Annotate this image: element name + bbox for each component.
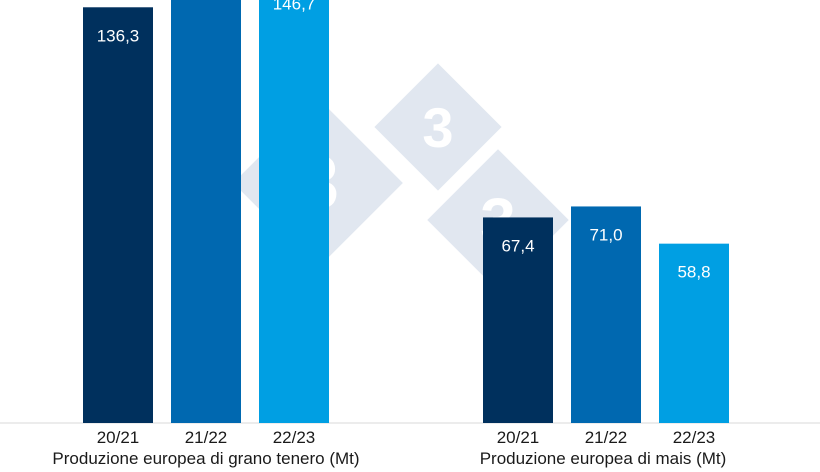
- x-tick-label: 22/23: [273, 428, 316, 447]
- bar: [483, 217, 553, 423]
- bar: [571, 206, 641, 423]
- group-label: Produzione europea di mais (Mt): [480, 449, 727, 468]
- bar-value-label: 67,4: [501, 236, 534, 255]
- x-tick-label: 21/22: [185, 428, 228, 447]
- x-tick-label: 20/21: [497, 428, 540, 447]
- bars: [83, 0, 729, 424]
- group-labels: Produzione europea di grano tenero (Mt) P…: [52, 449, 726, 468]
- bar: [259, 0, 329, 423]
- x-tick-label: 22/23: [673, 428, 716, 447]
- x-tick-label: 20/21: [97, 428, 140, 447]
- watermark-digit: 3: [422, 96, 453, 159]
- bar-value-label: 71,0: [589, 225, 622, 244]
- bar-value-label: 58,8: [677, 263, 710, 282]
- group-label: Produzione europea di grano tenero (Mt): [52, 449, 359, 468]
- bar-value-label: 136,3: [97, 26, 140, 45]
- bar-value-label: 146,7: [273, 0, 316, 14]
- bar: [171, 0, 241, 424]
- bar: [83, 7, 153, 423]
- watermark-diamond: [374, 63, 502, 191]
- x-tick-label: 21/22: [585, 428, 628, 447]
- x-tick-labels: 20/21 21/22 22/23 20/21 21/22 22/23: [97, 428, 716, 447]
- bar: [659, 243, 729, 423]
